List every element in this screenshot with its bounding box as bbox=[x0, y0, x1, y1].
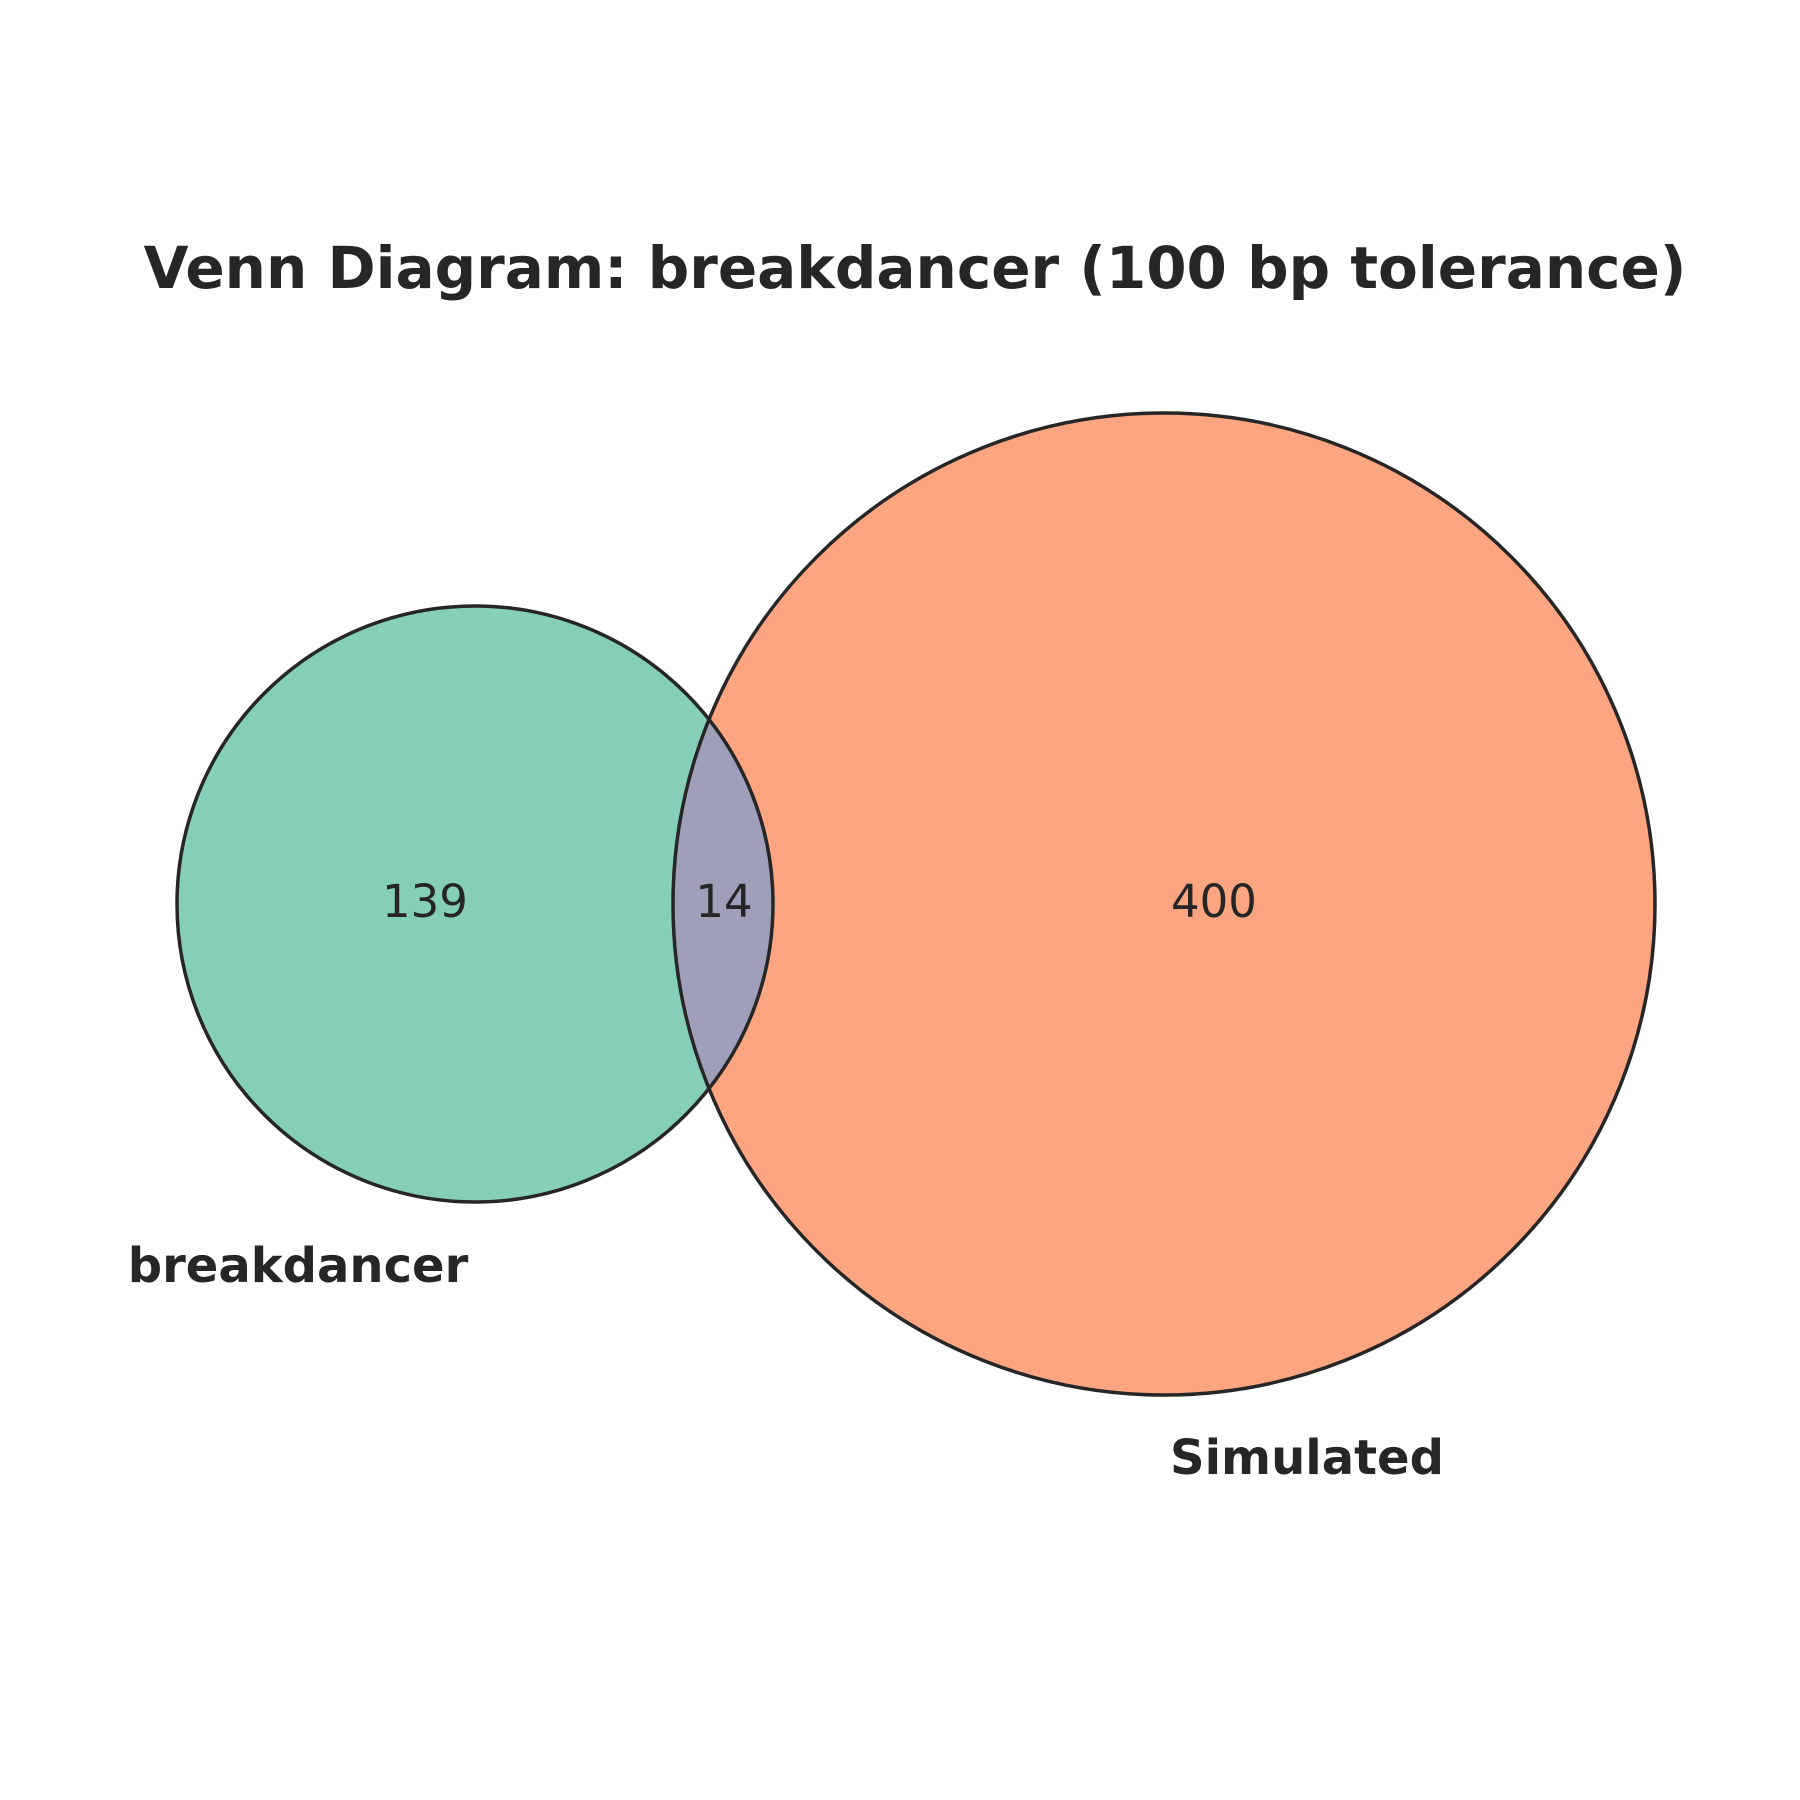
count-simulated-only: 400 bbox=[1171, 875, 1257, 928]
set-circle-breakdancer bbox=[177, 606, 773, 1202]
set-circle-simulated bbox=[673, 413, 1655, 1395]
set-label-breakdancer: breakdancer bbox=[128, 1238, 469, 1294]
set-outline-breakdancer bbox=[175, 604, 775, 1204]
count-intersection: 14 bbox=[695, 875, 752, 928]
count-breakdancer-only: 139 bbox=[382, 875, 468, 928]
set-label-simulated: Simulated bbox=[1170, 1430, 1444, 1486]
diagram-title: Venn Diagram: breakdancer (100 bp tolera… bbox=[144, 234, 1687, 302]
set-outline-simulated bbox=[671, 411, 1657, 1397]
